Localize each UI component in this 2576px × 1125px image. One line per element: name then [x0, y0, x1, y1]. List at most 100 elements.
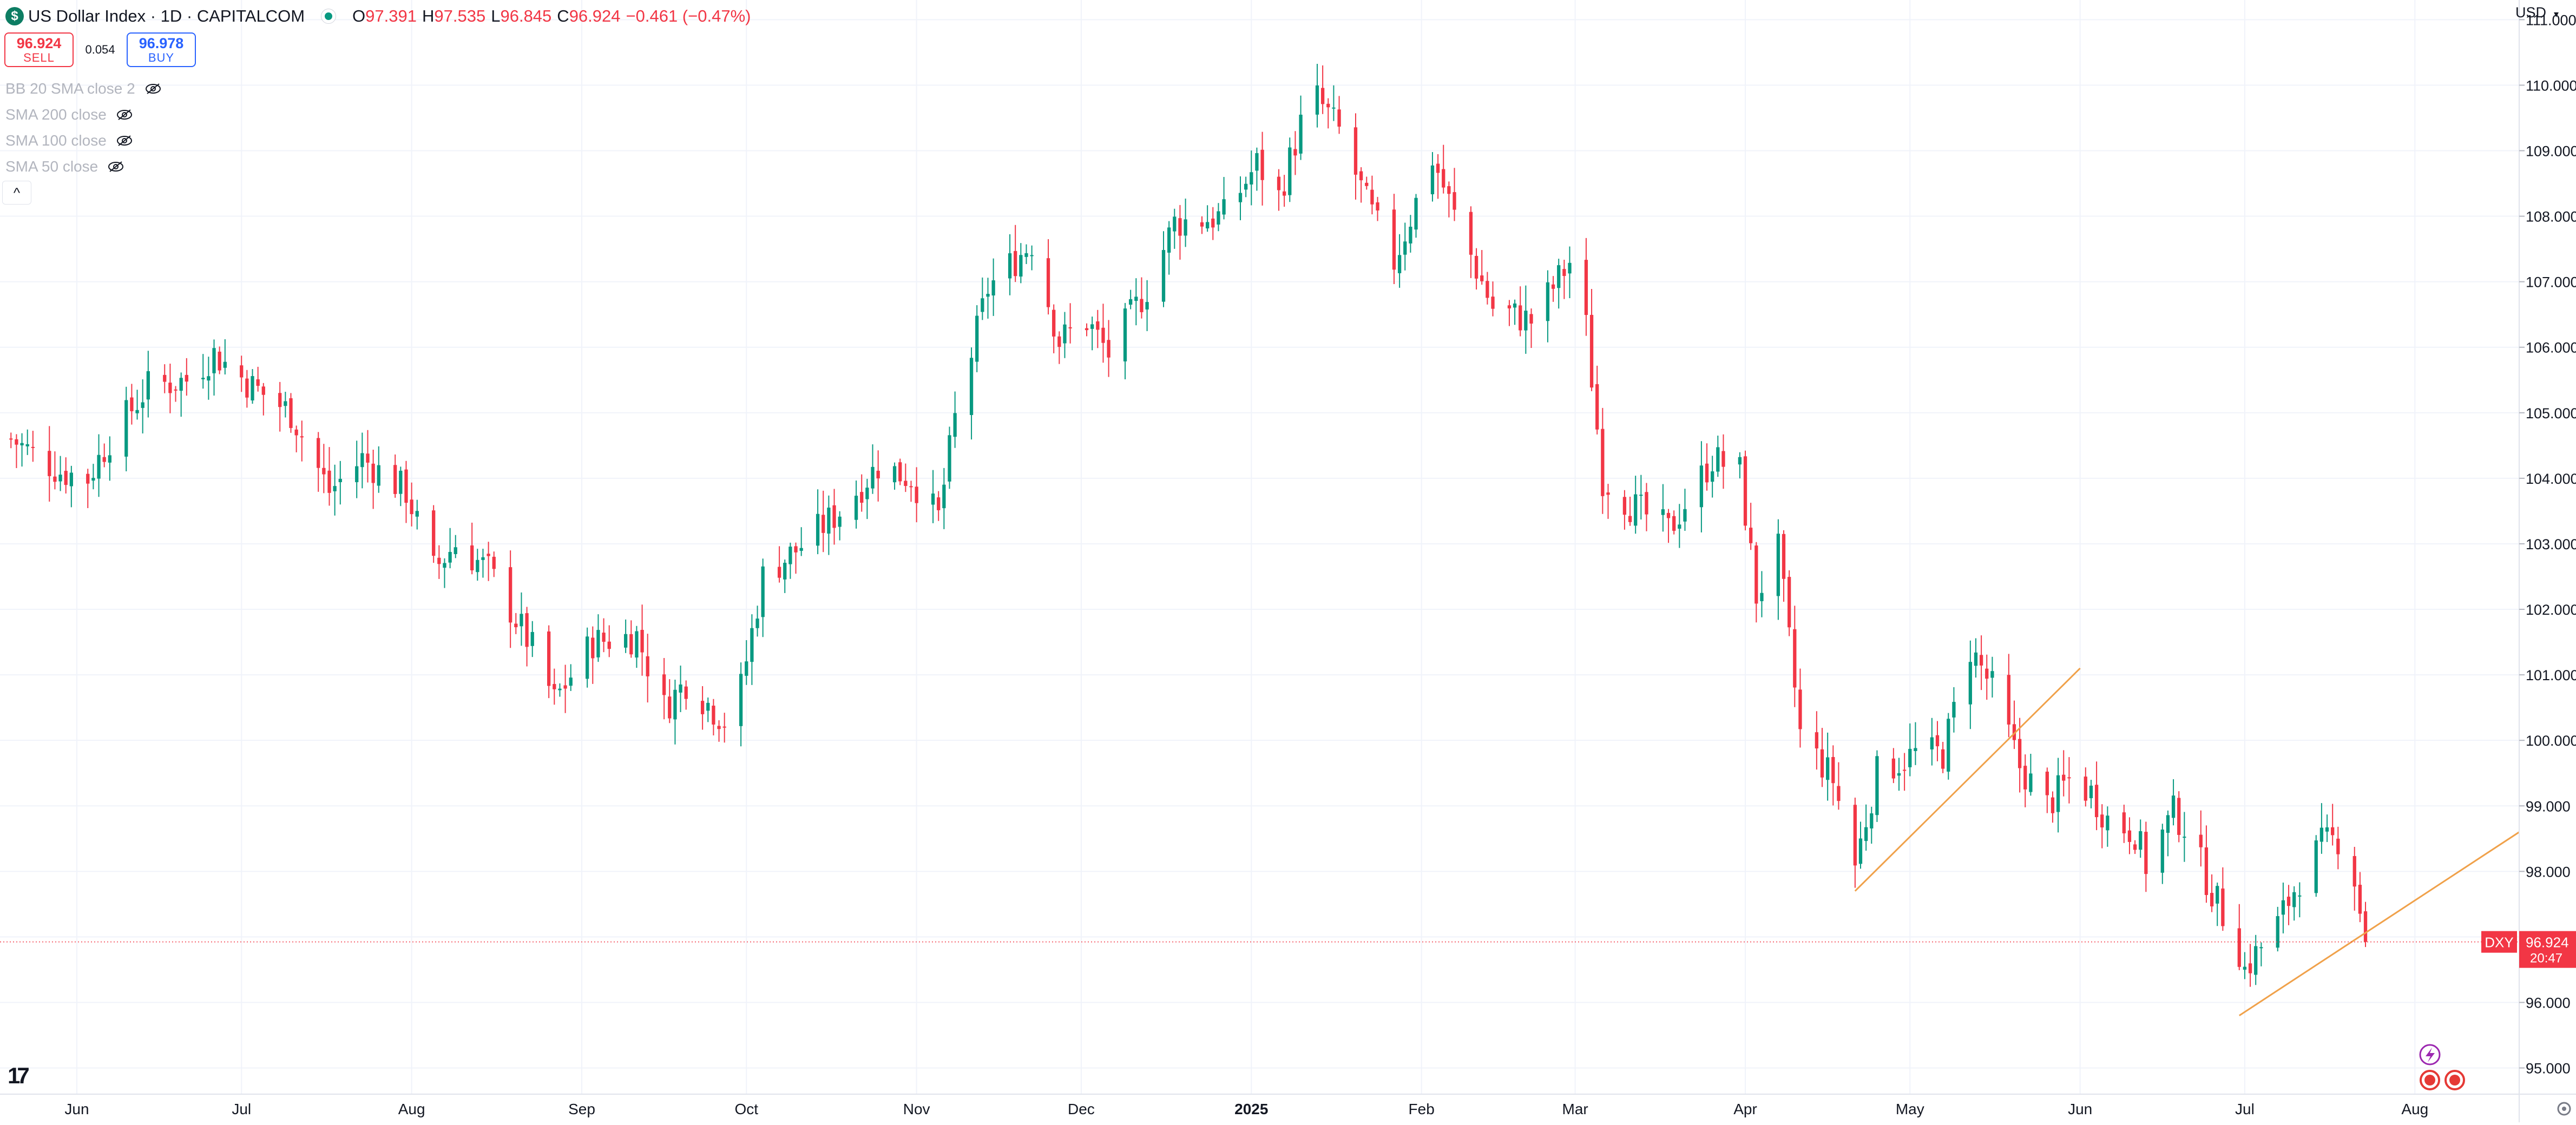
candle-body [2363, 911, 2368, 942]
candle [755, 606, 759, 637]
trendlines[interactable] [1854, 667, 2520, 1016]
candle-body [700, 701, 705, 714]
candle [185, 358, 188, 396]
candle [788, 542, 792, 579]
candle [1337, 96, 1341, 134]
candle-body [909, 486, 913, 488]
hidden-eye-icon[interactable] [116, 109, 133, 121]
candle-body [124, 400, 128, 457]
symbol-title[interactable]: US Dollar Index · 1D · CAPITALCOM [28, 6, 305, 25]
candle [986, 278, 990, 319]
candle [530, 621, 534, 657]
candle [443, 558, 446, 588]
candle-body [937, 497, 941, 510]
candle [240, 356, 244, 392]
price-tag-price: 96.924 [2526, 935, 2569, 951]
candle [1738, 452, 1742, 479]
candle-body [1134, 297, 1138, 301]
candle [393, 454, 397, 498]
candle [48, 426, 51, 502]
candle-body [1568, 262, 1572, 274]
tradingview-logo[interactable]: 17 [8, 1063, 30, 1088]
candle [777, 546, 781, 583]
candle-body [892, 466, 897, 483]
time-tick-label: Aug [398, 1101, 425, 1117]
candle [1277, 169, 1281, 211]
indicator-sma100[interactable]: SMA 100 close [5, 128, 161, 154]
lightning-event-icon[interactable] [2419, 1044, 2441, 1065]
candle [662, 658, 666, 720]
indicator-sma50[interactable]: SMA 50 close [5, 154, 161, 180]
candle-body [2166, 815, 2170, 833]
candle-body [1282, 191, 1286, 196]
candle-body [1930, 737, 1934, 749]
indicator-bb[interactable]: BB 20 SMA close 2 [5, 76, 161, 102]
sell-button[interactable]: 96.924 SELL [4, 32, 74, 67]
candle [1875, 750, 1879, 822]
price-axis[interactable]: 95.00096.00097.00098.00099.000100.000101… [2519, 0, 2576, 1122]
hidden-eye-icon[interactable] [145, 83, 161, 95]
candle-body [1184, 219, 1187, 236]
candle [1990, 656, 1994, 698]
candle-body [256, 379, 260, 386]
event-icons[interactable] [2419, 1044, 2465, 1090]
candle-body [404, 469, 408, 503]
candle-body [2298, 895, 2302, 897]
time-axis[interactable]: Jun Jul Aug Sep Oct Nov Dec 2025 Feb Mar Apr May Jun… [0, 1094, 2576, 1117]
candle-body [1392, 209, 1396, 270]
candle-body [1908, 748, 1912, 767]
candle [2259, 942, 2263, 966]
candle [547, 625, 551, 699]
candle [1546, 270, 1550, 343]
candle [558, 683, 562, 697]
collapse-legend-button[interactable]: ^ [2, 181, 31, 205]
candle [2084, 767, 2087, 807]
candle-body [432, 510, 436, 556]
candle-body [2314, 840, 2318, 893]
buy-button[interactable]: 96.978 BUY [127, 32, 196, 67]
trendline[interactable] [1854, 667, 2081, 892]
candle-body [1793, 629, 1797, 688]
candle-body [981, 298, 984, 312]
hidden-eye-icon[interactable] [116, 135, 133, 147]
candle-body [514, 623, 518, 628]
candle [1315, 63, 1319, 128]
indicator-sma200[interactable]: SMA 200 close [5, 102, 161, 128]
us-flag-event-icon[interactable] [2444, 1070, 2465, 1090]
candle [2292, 886, 2296, 921]
candle [1397, 234, 1402, 288]
market-status-icon[interactable] [321, 9, 337, 24]
candle [1699, 441, 1704, 532]
candle-body [102, 457, 106, 462]
candle-body [761, 566, 765, 617]
candle [1935, 721, 1940, 761]
candle [953, 391, 957, 448]
candle [1200, 216, 1204, 234]
candle-body [2276, 916, 2279, 948]
candle-body [2133, 844, 2137, 850]
hidden-eye-icon[interactable] [108, 161, 124, 173]
candle-body [31, 446, 35, 448]
candle-body [2023, 766, 2027, 790]
candle-body [640, 630, 644, 653]
candle [1085, 323, 1089, 337]
candle-body [64, 471, 68, 485]
candle-body [1397, 255, 1402, 273]
trendline[interactable] [2238, 831, 2520, 1016]
candle [1595, 365, 1599, 435]
settings-gear-icon[interactable] [2557, 1102, 2571, 1116]
currency-selector[interactable]: USD ▾ [2515, 4, 2559, 21]
candle-body [646, 656, 649, 676]
candle-body [2254, 946, 2258, 975]
candle [1782, 530, 1786, 602]
candle-body [1870, 813, 1874, 828]
candle [2254, 935, 2258, 985]
candle-body [1897, 773, 1901, 776]
candle-body [1595, 384, 1599, 430]
candle [289, 393, 293, 433]
candle [31, 431, 35, 462]
candle [1486, 272, 1489, 305]
us-flag-event-icon[interactable] [2420, 1070, 2440, 1090]
